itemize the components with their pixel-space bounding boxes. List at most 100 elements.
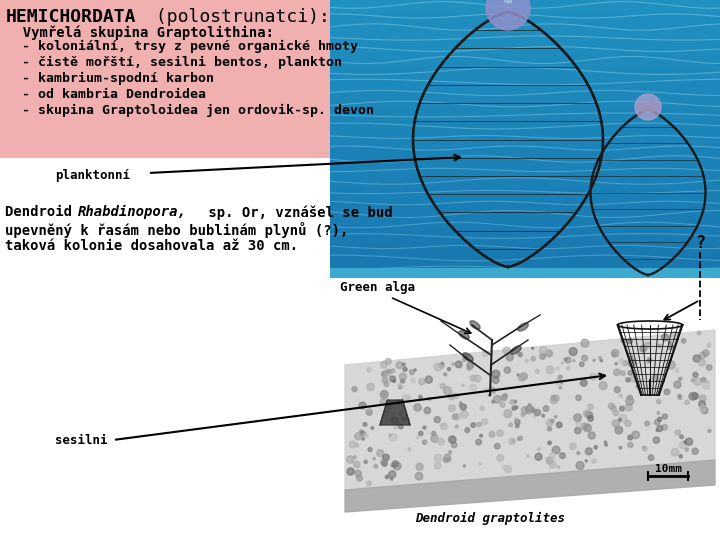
- Circle shape: [662, 414, 667, 419]
- Circle shape: [518, 374, 526, 381]
- Circle shape: [373, 457, 375, 460]
- Bar: [330, 134, 720, 148]
- Circle shape: [434, 462, 441, 469]
- Bar: [330, 26, 720, 40]
- Circle shape: [366, 409, 372, 415]
- Circle shape: [434, 363, 441, 371]
- Circle shape: [699, 395, 706, 402]
- Circle shape: [366, 383, 374, 391]
- Circle shape: [381, 361, 387, 368]
- Circle shape: [460, 404, 467, 410]
- Circle shape: [389, 471, 396, 478]
- Circle shape: [697, 331, 701, 335]
- Text: Vymřelá skupina Graptolithina:: Vymřelá skupina Graptolithina:: [6, 26, 274, 40]
- Circle shape: [428, 397, 431, 401]
- Circle shape: [418, 431, 423, 436]
- Circle shape: [599, 382, 607, 389]
- Circle shape: [557, 466, 559, 468]
- Circle shape: [455, 414, 462, 420]
- Circle shape: [699, 359, 706, 366]
- Circle shape: [694, 378, 702, 386]
- Bar: [330, 458, 720, 472]
- Circle shape: [467, 366, 471, 370]
- Circle shape: [630, 376, 636, 382]
- Circle shape: [382, 371, 387, 376]
- Circle shape: [518, 438, 520, 440]
- Bar: [330, 188, 720, 202]
- Circle shape: [401, 379, 405, 383]
- Circle shape: [359, 402, 366, 409]
- Bar: [0, 0, 332, 158]
- Circle shape: [395, 422, 398, 426]
- Circle shape: [477, 422, 482, 427]
- Circle shape: [546, 420, 553, 426]
- Circle shape: [444, 457, 449, 462]
- Circle shape: [671, 449, 679, 456]
- Circle shape: [611, 349, 619, 357]
- Circle shape: [594, 446, 598, 449]
- Circle shape: [593, 359, 595, 361]
- Bar: [330, 93, 720, 108]
- Circle shape: [548, 441, 552, 444]
- Circle shape: [385, 475, 389, 478]
- Circle shape: [401, 417, 405, 421]
- Bar: [330, 80, 720, 94]
- Circle shape: [514, 400, 517, 403]
- Circle shape: [451, 442, 457, 448]
- Circle shape: [627, 395, 632, 400]
- Circle shape: [703, 382, 710, 389]
- Circle shape: [385, 359, 391, 364]
- Bar: [330, 120, 720, 135]
- Circle shape: [452, 363, 454, 365]
- Circle shape: [619, 394, 623, 397]
- Bar: [330, 282, 720, 297]
- Circle shape: [657, 344, 661, 347]
- Circle shape: [389, 434, 392, 436]
- Circle shape: [643, 446, 645, 449]
- Circle shape: [668, 345, 673, 349]
- Circle shape: [613, 410, 618, 416]
- Circle shape: [698, 401, 706, 408]
- Bar: [330, 270, 720, 540]
- Circle shape: [470, 375, 476, 381]
- Circle shape: [354, 456, 356, 458]
- Circle shape: [635, 94, 661, 120]
- Circle shape: [654, 420, 660, 425]
- Circle shape: [605, 444, 607, 446]
- Text: - skupina Graptoloidea jen ordovik-sp. devon: - skupina Graptoloidea jen ordovik-sp. d…: [6, 104, 374, 117]
- Circle shape: [547, 427, 552, 431]
- Circle shape: [526, 455, 529, 457]
- Bar: [330, 309, 720, 324]
- Circle shape: [540, 354, 545, 359]
- Circle shape: [363, 422, 367, 427]
- Circle shape: [608, 403, 614, 409]
- Circle shape: [653, 437, 660, 443]
- Polygon shape: [380, 400, 410, 425]
- Circle shape: [408, 448, 411, 451]
- Circle shape: [357, 475, 362, 481]
- Circle shape: [463, 354, 467, 359]
- Circle shape: [588, 432, 595, 439]
- Circle shape: [391, 369, 395, 373]
- Circle shape: [628, 359, 636, 367]
- Circle shape: [449, 450, 451, 454]
- Circle shape: [647, 358, 652, 362]
- Circle shape: [392, 417, 398, 423]
- Circle shape: [585, 448, 593, 455]
- Circle shape: [626, 378, 630, 382]
- Circle shape: [627, 339, 632, 344]
- Circle shape: [526, 406, 534, 414]
- Circle shape: [699, 406, 706, 411]
- Circle shape: [495, 443, 500, 449]
- Circle shape: [364, 460, 367, 463]
- Circle shape: [534, 409, 541, 416]
- Circle shape: [390, 406, 393, 408]
- Circle shape: [538, 448, 541, 451]
- Polygon shape: [345, 330, 715, 490]
- Polygon shape: [345, 460, 715, 512]
- Circle shape: [512, 440, 515, 443]
- Circle shape: [693, 372, 698, 377]
- Text: sesilni: sesilni: [55, 434, 107, 447]
- Circle shape: [679, 455, 683, 458]
- Circle shape: [426, 376, 433, 383]
